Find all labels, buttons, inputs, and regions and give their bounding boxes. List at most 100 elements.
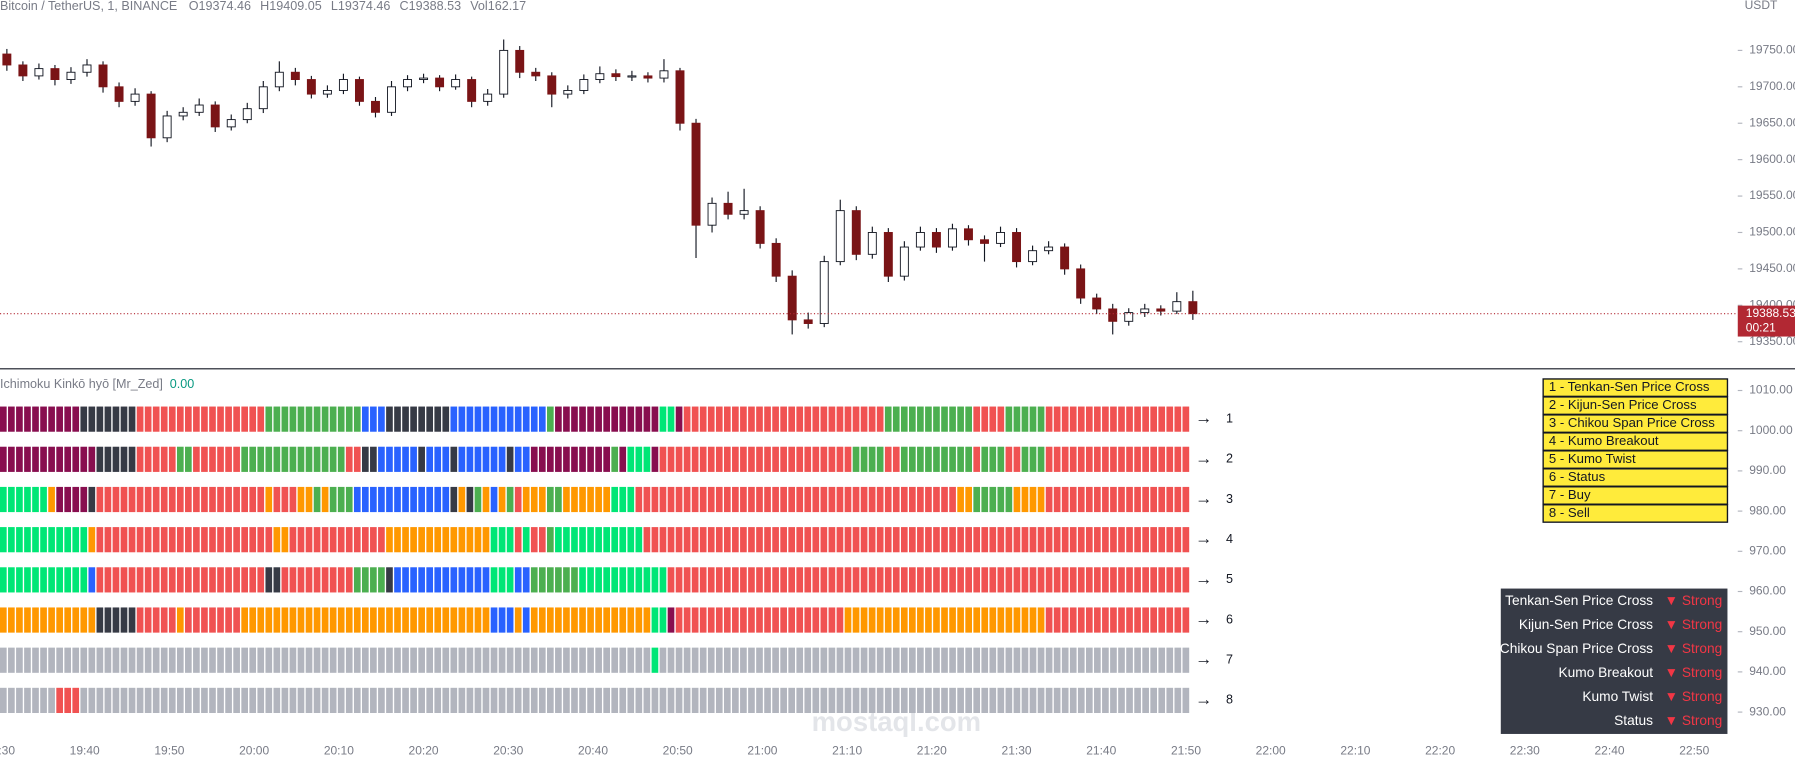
state-cell <box>611 486 619 513</box>
state-cell <box>1037 406 1045 432</box>
state-cell <box>756 607 763 633</box>
row-label: 5 <box>1226 572 1233 586</box>
state-cell <box>466 486 474 513</box>
state-cell <box>160 446 168 472</box>
state-cell <box>828 647 836 673</box>
state-cell <box>80 527 88 553</box>
state-cell <box>981 607 989 633</box>
y-tick-label: 930.00 <box>1749 704 1786 718</box>
state-cell <box>48 486 55 513</box>
state-cell <box>740 687 747 714</box>
state-cell <box>860 687 868 714</box>
state-cell <box>900 446 908 472</box>
state-cell <box>852 687 860 714</box>
state-cell <box>313 486 321 513</box>
state-cell <box>683 527 691 553</box>
state-cell <box>997 446 1005 472</box>
state-cell <box>56 527 63 553</box>
state-cell <box>16 647 23 673</box>
state-cell <box>892 607 900 633</box>
state-cell <box>168 647 176 673</box>
state-cell <box>450 486 458 513</box>
state-cell <box>514 446 522 472</box>
state-cell <box>973 607 981 633</box>
state-cell <box>1013 567 1021 593</box>
state-cell <box>128 406 136 432</box>
state-cell <box>474 486 482 513</box>
state-cell <box>1174 687 1182 714</box>
state-cell <box>884 527 892 553</box>
state-cell <box>675 687 683 714</box>
state-cell <box>176 607 184 633</box>
state-cell <box>1094 527 1101 553</box>
state-cell <box>265 567 273 593</box>
state-cell <box>788 647 796 673</box>
state-cell <box>386 607 393 633</box>
state-cell <box>555 406 562 432</box>
x-tick-label: 20:50 <box>663 743 693 757</box>
state-cell <box>900 647 908 673</box>
state-cell <box>538 607 546 633</box>
state-cell <box>828 687 836 714</box>
state-cell <box>370 567 377 593</box>
state-cell <box>611 567 619 593</box>
state-cell <box>185 446 192 472</box>
state-cell <box>1166 446 1174 472</box>
state-cell <box>458 687 466 714</box>
state-cell <box>772 446 779 472</box>
state-cell <box>571 486 578 513</box>
state-cell <box>434 687 442 714</box>
state-cell <box>64 687 72 714</box>
symbol: Bitcoin / TetherUS, 1, BINANCE <box>0 0 177 13</box>
state-cell <box>72 647 80 673</box>
state-cell <box>603 687 610 714</box>
state-cell <box>56 567 63 593</box>
state-cell <box>981 527 989 553</box>
state-cell <box>933 527 940 553</box>
state-cell <box>909 687 916 714</box>
state-cell <box>120 647 128 673</box>
close: C19388.53 <box>400 0 462 13</box>
candle-body <box>499 49 509 95</box>
state-cell <box>860 486 868 513</box>
state-cell <box>482 567 490 593</box>
state-cell <box>353 406 361 432</box>
state-cell <box>909 647 916 673</box>
state-cell <box>868 687 876 714</box>
state-cell <box>836 647 844 673</box>
state-cell <box>691 527 699 553</box>
state-cell <box>1094 486 1101 513</box>
x-tick-label: 22:20 <box>1425 743 1455 757</box>
volume: Vol162.17 <box>470 0 526 13</box>
state-cell <box>506 406 514 432</box>
x-tick-label: 22:40 <box>1595 743 1625 757</box>
candle-body <box>194 104 204 113</box>
state-cell <box>257 607 265 633</box>
state-cell <box>136 687 144 714</box>
state-cell <box>860 446 868 472</box>
state-cell <box>48 647 55 673</box>
state-cell <box>378 527 385 553</box>
state-cell <box>1013 527 1021 553</box>
state-cell <box>32 607 39 633</box>
state-cell <box>957 446 964 472</box>
state-cell <box>547 607 554 633</box>
state-cell <box>313 567 321 593</box>
state-cell <box>1037 527 1045 553</box>
state-cell <box>1029 486 1037 513</box>
state-cell <box>249 687 257 714</box>
state-cell <box>128 687 136 714</box>
state-cell <box>933 687 940 714</box>
candle-body <box>691 122 701 226</box>
state-cell <box>458 446 466 472</box>
state-cell <box>844 446 852 472</box>
state-cell <box>168 567 176 593</box>
state-cell <box>514 687 522 714</box>
state-cell <box>361 607 369 633</box>
state-cell <box>104 406 112 432</box>
state-cell <box>193 647 200 673</box>
state-cell <box>804 687 812 714</box>
state-cell <box>820 607 828 633</box>
state-cell <box>1158 406 1166 432</box>
state-cell <box>1005 607 1013 633</box>
